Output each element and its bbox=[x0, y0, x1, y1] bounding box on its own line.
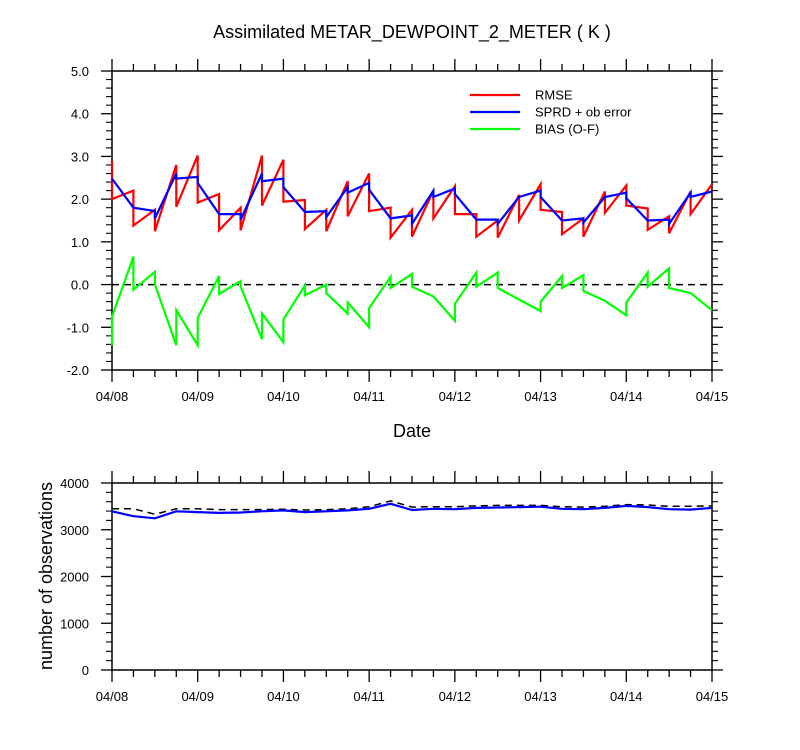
bottom-xtick-label: 04/10 bbox=[267, 689, 300, 704]
top-series-0-line bbox=[110, 155, 713, 241]
bottom-ytick-label: 2000 bbox=[60, 570, 89, 585]
bottom-ytick-label: 0 bbox=[82, 663, 89, 678]
top-ytick-label: 0.0 bbox=[71, 278, 89, 293]
top-xtick-label: 04/11 bbox=[353, 389, 385, 404]
bottom-ytick-label: 1000 bbox=[60, 616, 89, 631]
bottom-xtick-label: 04/15 bbox=[696, 689, 729, 704]
top-xtick-label: 04/08 bbox=[96, 389, 129, 404]
top-ytick-label: -2.0 bbox=[67, 363, 89, 378]
bottom-xtick-label: 04/13 bbox=[524, 689, 557, 704]
top-ytick-label: 4.0 bbox=[71, 107, 89, 122]
top-ytick-label: 1.0 bbox=[71, 235, 89, 250]
top-xtick-label: 04/13 bbox=[524, 389, 557, 404]
top-ytick-label: 3.0 bbox=[71, 149, 89, 164]
top-xaxis-label: Date bbox=[393, 421, 431, 441]
bottom-xtick-label: 04/08 bbox=[96, 689, 129, 704]
bottom-xtick-label: 04/14 bbox=[610, 689, 643, 704]
bottom-ytick-label: 3000 bbox=[60, 523, 89, 538]
legend-label-2: BIAS (O-F) bbox=[535, 122, 599, 137]
bottom-xtick-label: 04/11 bbox=[353, 689, 385, 704]
top-ytick-label: 5.0 bbox=[71, 64, 89, 79]
top-xtick-label: 04/12 bbox=[439, 389, 472, 404]
chart-title: Assimilated METAR_DEWPOINT_2_METER ( K ) bbox=[213, 22, 611, 43]
bottom-series-1-line bbox=[111, 502, 713, 520]
top-xtick-label: 04/09 bbox=[181, 389, 214, 404]
bottom-ytick-label: 4000 bbox=[60, 476, 89, 491]
top-xtick-label: 04/15 bbox=[696, 389, 729, 404]
top-xtick-label: 04/14 bbox=[610, 389, 643, 404]
legend-label-1: SPRD + ob error bbox=[535, 105, 632, 120]
top-ytick-label: 2.0 bbox=[71, 192, 89, 207]
bottom-series-0-line bbox=[112, 500, 713, 515]
bottom-plot: 04/08 04/09 04/10 04/11 04/12 04/13 04/14 04/15… bbox=[60, 471, 728, 704]
bottom-xtick-label: 04/12 bbox=[439, 689, 472, 704]
legend-label-0: RMSE bbox=[535, 88, 573, 103]
top-plot: 04/08 04/09 04/10 04/11 04/12 04/13 04/14 04/15… bbox=[67, 59, 729, 404]
bottom-yaxis-label: number of observations bbox=[36, 482, 56, 670]
top-series-1-line bbox=[111, 173, 713, 228]
bottom-xtick-label: 04/09 bbox=[181, 689, 214, 704]
top-ytick-label: -1.0 bbox=[67, 320, 89, 335]
top-series-2-line bbox=[110, 256, 713, 350]
top-xtick-label: 04/10 bbox=[267, 389, 300, 404]
